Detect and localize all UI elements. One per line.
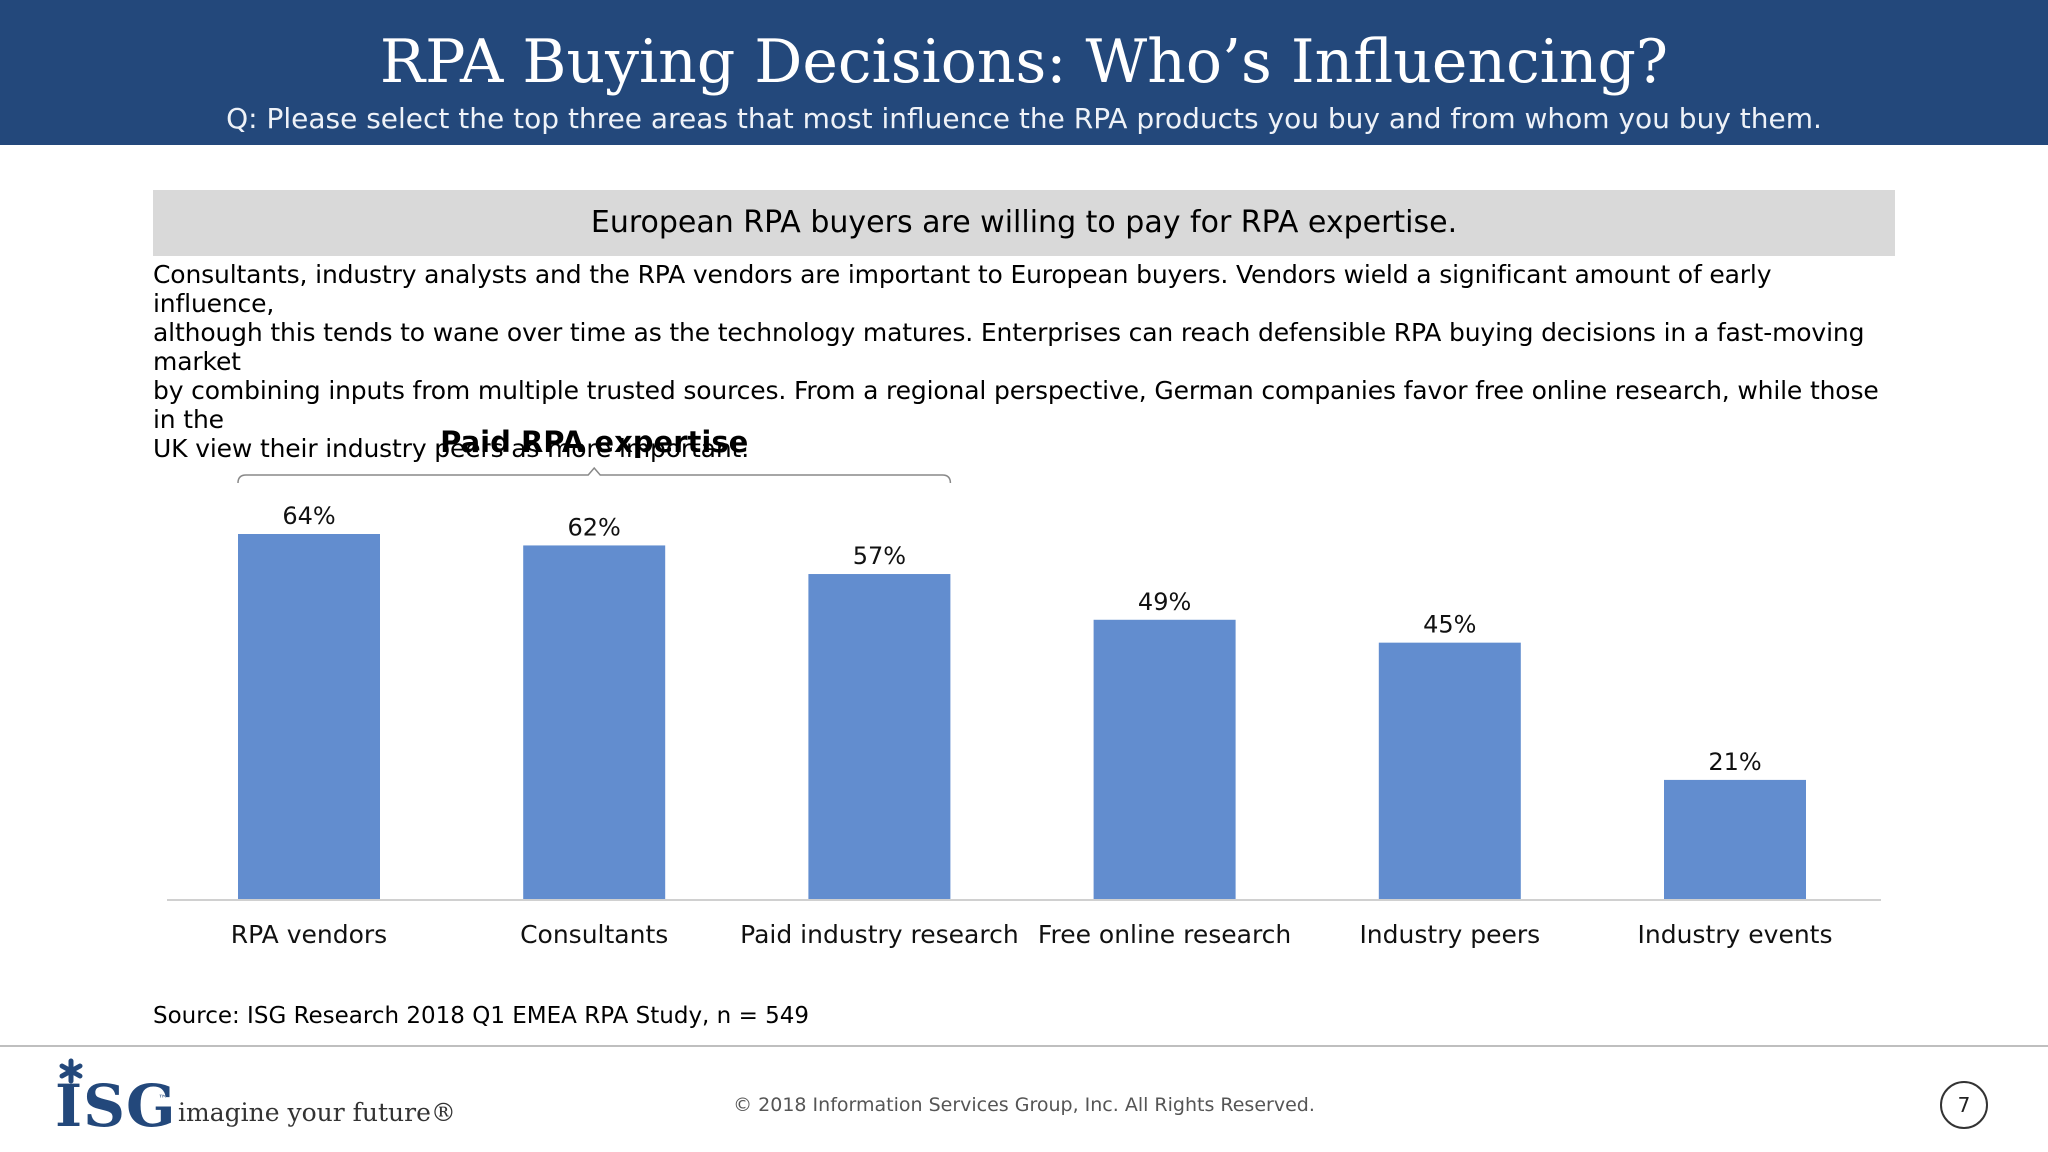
logo-tagline: imagine your future® [178, 1098, 456, 1127]
category-label-5: Industry events [1637, 920, 1832, 949]
value-label-0: 64% [282, 502, 335, 530]
value-label-1: 62% [568, 513, 621, 541]
slide-title: RPA Buying Decisions: Who’s Influencing? [379, 27, 1669, 97]
footer-divider [0, 1045, 2048, 1047]
body-paragraph: Consultants, industry analysts and the R… [153, 260, 1879, 463]
bar-5 [1664, 779, 1806, 900]
bar-4 [1378, 642, 1521, 900]
bar-chart: 64% RPA vendors 62% Consultants 57% Paid indu… [167, 425, 1881, 949]
trademark-mark: ™ [158, 1094, 168, 1105]
value-label-2: 57% [853, 542, 906, 570]
category-label-4: Industry peers [1359, 920, 1540, 949]
category-label-1: Consultants [520, 920, 668, 949]
key-finding-banner: European RPA buyers are willing to pay f… [153, 190, 1895, 256]
category-label-0: RPA vendors [231, 920, 387, 949]
asterisk-icon [59, 1058, 83, 1084]
source-note: Source: ISG Research 2018 Q1 EMEA RPA St… [153, 1003, 810, 1029]
bar-0 [238, 534, 380, 900]
survey-question: Q: Please select the top three areas tha… [226, 102, 1822, 135]
copyright-notice: © 2018 Information Services Group, Inc. … [733, 1094, 1315, 1116]
value-label-4: 45% [1423, 611, 1476, 639]
logo-wordmark: ISG [55, 1072, 177, 1140]
bar-2 [808, 574, 951, 900]
value-label-5: 21% [1708, 748, 1761, 776]
page-number: 7 [1940, 1081, 1988, 1129]
bar-1 [523, 545, 666, 900]
bar-3 [1093, 619, 1236, 900]
annotation-label: Paid RPA expertise [440, 425, 748, 459]
isg-logo: ISG ™ imagine your future® [55, 1058, 456, 1140]
annotation-bracket [237, 466, 952, 484]
category-label-3: Free online research [1038, 920, 1291, 949]
value-label-3: 49% [1138, 588, 1191, 616]
slide-header: RPA Buying Decisions: Who’s Influencing?… [0, 0, 2048, 145]
category-label-2: Paid industry research [740, 920, 1019, 949]
